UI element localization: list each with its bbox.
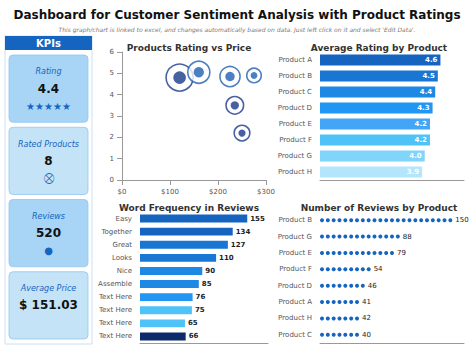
svg-text:Rated Products: Rated Products xyxy=(18,140,79,149)
svg-text:3: 3 xyxy=(110,112,114,120)
svg-text:520: 520 xyxy=(36,226,61,240)
svg-text:42: 42 xyxy=(362,314,371,322)
svg-text:110: 110 xyxy=(219,254,234,262)
svg-text:3.9: 3.9 xyxy=(407,168,420,176)
svg-text:Text Here: Text Here xyxy=(98,293,132,301)
svg-text:Assemble: Assemble xyxy=(98,280,132,288)
svg-text:Product A: Product A xyxy=(278,56,312,64)
svg-text:Product D: Product D xyxy=(278,282,312,290)
svg-text:4.5: 4.5 xyxy=(422,72,435,80)
svg-text:Reviews: Reviews xyxy=(32,212,65,221)
svg-text:$100: $100 xyxy=(161,188,179,196)
svg-text:Number of Reviews by Product: Number of Reviews by Product xyxy=(301,203,458,213)
svg-text:8: 8 xyxy=(44,154,52,168)
svg-text:4.0: 4.0 xyxy=(409,152,422,160)
svg-text:$0: $0 xyxy=(118,188,127,196)
svg-text:4: 4 xyxy=(110,91,115,99)
svg-text:46: 46 xyxy=(368,282,377,290)
svg-text:$300: $300 xyxy=(257,188,275,196)
svg-text:Product B: Product B xyxy=(278,216,312,224)
svg-text:Rating: Rating xyxy=(36,67,62,76)
svg-text:Average Price: Average Price xyxy=(20,284,77,293)
svg-text:4.4: 4.4 xyxy=(38,82,59,96)
svg-text:1: 1 xyxy=(110,155,114,163)
svg-text:Product C: Product C xyxy=(278,331,312,339)
svg-text:0: 0 xyxy=(110,176,114,184)
svg-text:Product B: Product B xyxy=(278,72,312,80)
svg-text:85: 85 xyxy=(202,280,212,288)
svg-text:150: 150 xyxy=(455,216,468,224)
svg-text:134: 134 xyxy=(236,228,251,236)
svg-text:66: 66 xyxy=(189,332,199,340)
svg-text:●: ● xyxy=(44,245,53,256)
svg-text:90: 90 xyxy=(205,267,215,275)
svg-text:Text Here: Text Here xyxy=(98,306,132,314)
svg-text:Text Here: Text Here xyxy=(98,332,132,340)
svg-text:Products Rating vs Price: Products Rating vs Price xyxy=(127,43,251,53)
svg-text:2: 2 xyxy=(110,133,114,141)
svg-text:Product F: Product F xyxy=(279,265,312,273)
svg-text:Product G: Product G xyxy=(278,233,312,241)
svg-text:4.2: 4.2 xyxy=(415,136,428,144)
svg-text:Product E: Product E xyxy=(279,249,312,257)
svg-text:Dashboard for Customer Sentime: Dashboard for Customer Sentiment Analysi… xyxy=(13,8,460,22)
svg-text:79: 79 xyxy=(397,249,406,257)
svg-text:Easy: Easy xyxy=(115,215,132,223)
svg-text:Looks: Looks xyxy=(112,254,132,262)
svg-text:Great: Great xyxy=(113,241,133,249)
svg-text:4.2: 4.2 xyxy=(415,120,428,128)
svg-text:40: 40 xyxy=(362,331,371,339)
svg-text:$200: $200 xyxy=(209,188,227,196)
svg-text:Product C: Product C xyxy=(278,88,312,96)
svg-text:6: 6 xyxy=(110,48,115,56)
svg-text:Product G: Product G xyxy=(278,152,312,160)
svg-text:Product F: Product F xyxy=(279,136,312,144)
svg-text:88: 88 xyxy=(403,233,412,241)
svg-text:Text Here: Text Here xyxy=(98,319,132,327)
svg-text:$ 151.03: $ 151.03 xyxy=(19,298,78,312)
svg-text:Product A: Product A xyxy=(278,298,312,306)
svg-text:This graph/chart is linked to: This graph/chart is linked to excel, and… xyxy=(59,26,416,34)
svg-text:4.6: 4.6 xyxy=(425,56,438,64)
svg-text:54: 54 xyxy=(374,265,383,273)
svg-text:41: 41 xyxy=(362,298,371,306)
svg-text:Product H: Product H xyxy=(278,168,312,176)
svg-text:Together: Together xyxy=(101,228,133,236)
svg-text:★★★★★: ★★★★★ xyxy=(26,101,71,112)
svg-text:75: 75 xyxy=(195,306,205,314)
svg-text:Word Frequency in Reviews: Word Frequency in Reviews xyxy=(119,203,259,213)
svg-text:155: 155 xyxy=(250,215,265,223)
svg-text:5: 5 xyxy=(110,69,114,77)
svg-text:65: 65 xyxy=(188,319,198,327)
svg-text:127: 127 xyxy=(231,241,246,249)
svg-text:76: 76 xyxy=(196,293,206,301)
svg-text:4.3: 4.3 xyxy=(417,104,430,112)
svg-text:KPIs: KPIs xyxy=(36,38,61,49)
svg-text:Product E: Product E xyxy=(279,120,312,128)
svg-text:Product D: Product D xyxy=(278,104,312,112)
svg-text:Product H: Product H xyxy=(278,314,312,322)
svg-text:Nice: Nice xyxy=(117,267,132,275)
svg-text:Average Rating by Product: Average Rating by Product xyxy=(311,43,448,53)
svg-text:4.4: 4.4 xyxy=(420,88,433,96)
svg-text:⛒: ⛒ xyxy=(44,173,55,184)
